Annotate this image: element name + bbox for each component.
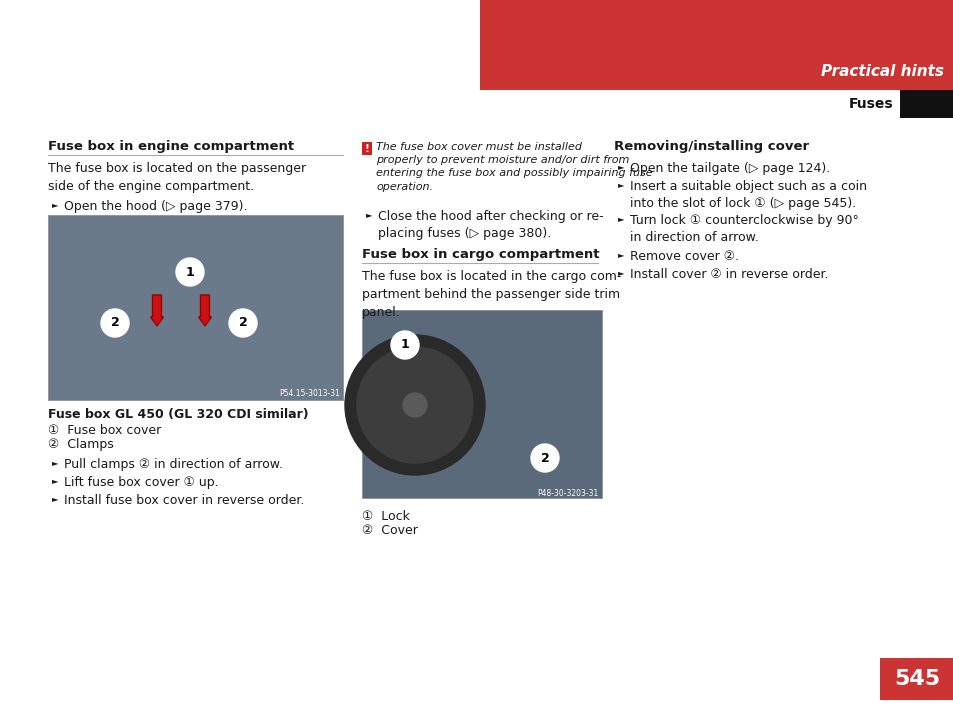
Text: ►: ► [618, 268, 624, 277]
Bar [361, 142, 372, 155]
Text: Insert a suitable object such as a coin
into the slot of lock ① (▷ page 545).: Insert a suitable object such as a coin … [629, 180, 866, 210]
Text: ►: ► [618, 180, 624, 189]
Circle shape [391, 331, 418, 359]
Bar [879, 658, 953, 700]
Text: Fuse box in cargo compartment: Fuse box in cargo compartment [361, 248, 598, 261]
Text: P54.15-3013-31: P54.15-3013-31 [279, 389, 339, 398]
Text: ►: ► [618, 214, 624, 223]
Text: 1: 1 [400, 339, 409, 352]
Text: Fuse box GL 450 (GL 320 CDI similar): Fuse box GL 450 (GL 320 CDI similar) [48, 408, 309, 421]
Text: ►: ► [52, 476, 58, 485]
Text: Turn lock ① counterclockwise by 90°
in direction of arrow.: Turn lock ① counterclockwise by 90° in d… [629, 214, 858, 244]
Text: Fuses: Fuses [847, 97, 892, 111]
Circle shape [531, 444, 558, 472]
Text: ①  Lock: ① Lock [361, 510, 410, 523]
Text: ►: ► [52, 200, 58, 209]
Bar [361, 310, 601, 498]
Text: 2: 2 [540, 452, 549, 465]
Text: ►: ► [52, 458, 58, 467]
Text: ►: ► [618, 162, 624, 171]
Bar [479, 0, 953, 90]
Text: ►: ► [52, 494, 58, 503]
Circle shape [229, 309, 256, 337]
Text: ①  Fuse box cover: ① Fuse box cover [48, 424, 161, 437]
Text: Fuse box in engine compartment: Fuse box in engine compartment [48, 140, 294, 153]
Text: ►: ► [618, 250, 624, 259]
Circle shape [345, 335, 484, 475]
Text: ②  Cover: ② Cover [361, 524, 417, 537]
Text: 2: 2 [111, 316, 119, 329]
Circle shape [175, 258, 204, 286]
Text: The fuse box cover must be installed
properly to prevent moisture and/or dirt fr: The fuse box cover must be installed pro… [375, 142, 652, 192]
Text: ②  Clamps: ② Clamps [48, 438, 113, 451]
Text: Remove cover ②.: Remove cover ②. [629, 250, 739, 263]
FancyArrow shape [151, 295, 163, 326]
Text: 1: 1 [186, 266, 194, 279]
Text: The fuse box is located on the passenger
side of the engine compartment.: The fuse box is located on the passenger… [48, 162, 306, 193]
Bar [899, 90, 953, 118]
Text: Close the hood after checking or re-
placing fuses (▷ page 380).: Close the hood after checking or re- pla… [377, 210, 603, 240]
Text: ►: ► [366, 210, 372, 219]
Bar [48, 215, 343, 400]
Text: Removing/installing cover: Removing/installing cover [614, 140, 808, 153]
Circle shape [402, 393, 427, 417]
FancyArrow shape [198, 295, 212, 326]
Text: 2: 2 [238, 316, 247, 329]
Text: Install cover ② in reverse order.: Install cover ② in reverse order. [629, 268, 827, 281]
Text: Lift fuse box cover ① up.: Lift fuse box cover ① up. [64, 476, 218, 489]
Text: Open the hood (▷ page 379).: Open the hood (▷ page 379). [64, 200, 247, 213]
Text: Open the tailgate (▷ page 124).: Open the tailgate (▷ page 124). [629, 162, 829, 175]
Text: P48-30-3203-31: P48-30-3203-31 [537, 489, 598, 498]
Text: Pull clamps ② in direction of arrow.: Pull clamps ② in direction of arrow. [64, 458, 283, 471]
Text: Practical hints: Practical hints [821, 64, 943, 79]
Text: 545: 545 [893, 669, 939, 689]
Circle shape [101, 309, 129, 337]
Text: The fuse box is located in the cargo com-
partment behind the passenger side tri: The fuse box is located in the cargo com… [361, 270, 620, 319]
Text: Install fuse box cover in reverse order.: Install fuse box cover in reverse order. [64, 494, 304, 507]
Text: !: ! [364, 144, 369, 154]
Circle shape [356, 347, 473, 463]
